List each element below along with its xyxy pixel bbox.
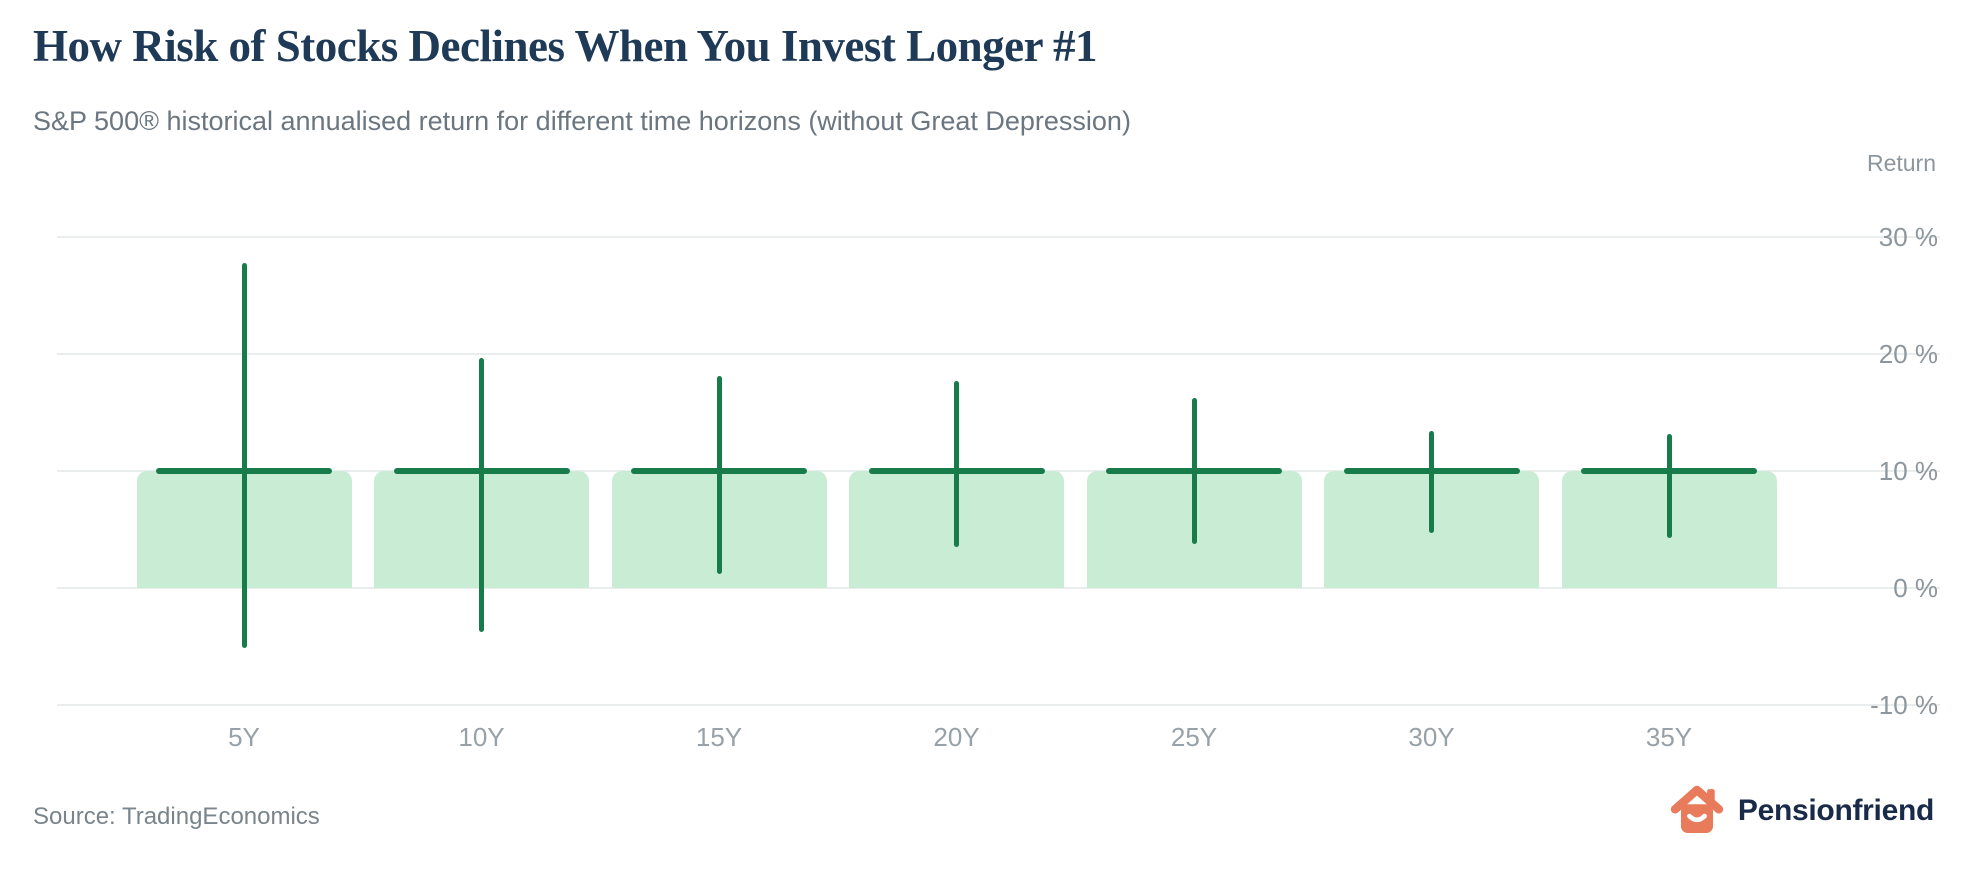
x-tick-label: 20Y [933, 722, 980, 752]
return-range-line [241, 262, 247, 648]
return-range-line [479, 357, 484, 633]
house-smile-icon [1670, 782, 1724, 840]
brand-name: Pensionfriend [1737, 794, 1934, 827]
gridline [57, 353, 1940, 355]
x-tick-label: 15Y [695, 722, 743, 752]
return-range-line [1666, 433, 1672, 538]
return-range-line [716, 376, 722, 574]
y-tick-label: -10 % [1870, 690, 1938, 720]
y-tick-label: 20 % [1878, 339, 1938, 369]
gridline [57, 587, 1940, 589]
x-tick-label: 35Y [1645, 722, 1693, 752]
chart-subtitle: S&P 500® historical annualised return fo… [33, 106, 1131, 136]
y-tick-label: 10 % [1878, 456, 1938, 486]
x-tick-label: 10Y [458, 722, 505, 752]
brand-logo: Pensionfriend [1670, 782, 1934, 840]
gridline [57, 236, 1940, 238]
source-credit: Source: TradingEconomics [33, 803, 320, 830]
return-range-line [1429, 431, 1434, 533]
x-tick-label: 30Y [1408, 722, 1455, 752]
y-tick-label: 0 % [1893, 573, 1938, 603]
x-tick-label: 5Y [228, 722, 260, 752]
gridline [57, 704, 1940, 706]
return-range-line [954, 380, 959, 548]
return-range-line [1191, 398, 1197, 544]
y-axis-title: Return [1866, 150, 1936, 176]
page-title: How Risk of Stocks Declines When You Inv… [33, 21, 1098, 71]
y-tick-label: 30 % [1878, 222, 1938, 252]
x-tick-label: 25Y [1170, 722, 1218, 752]
